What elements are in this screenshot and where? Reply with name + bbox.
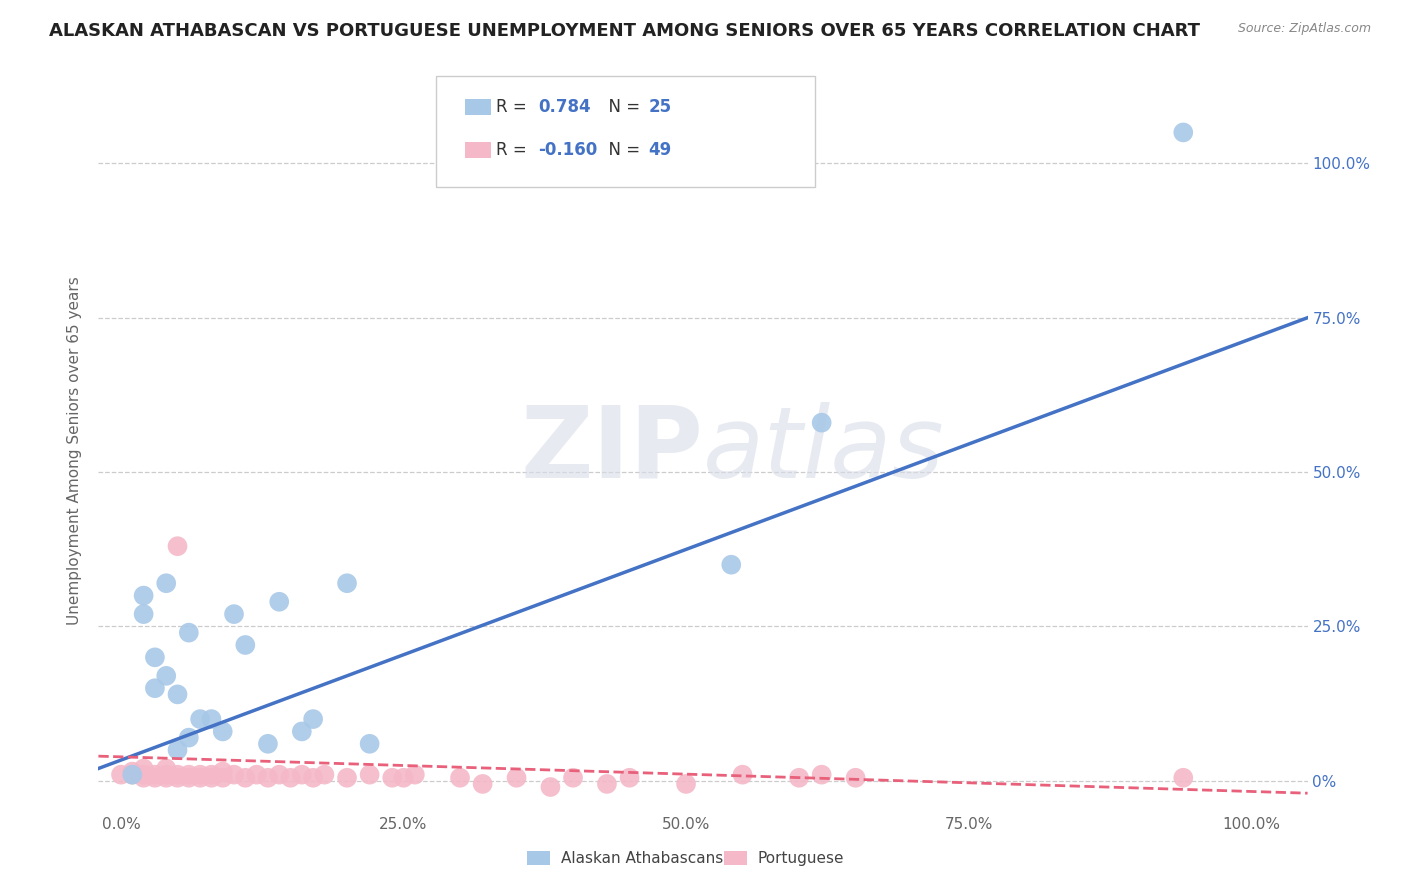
Point <box>177 731 200 745</box>
Text: N =: N = <box>598 141 645 159</box>
Text: atlas: atlas <box>703 402 945 499</box>
Point <box>166 767 188 781</box>
Point <box>257 737 280 751</box>
Point <box>188 771 211 785</box>
Point <box>381 771 404 785</box>
Point <box>336 771 359 785</box>
Point <box>269 767 291 781</box>
Text: N =: N = <box>598 98 645 116</box>
Point <box>269 595 291 609</box>
Text: 49: 49 <box>648 141 672 159</box>
Text: Source: ZipAtlas.com: Source: ZipAtlas.com <box>1237 22 1371 36</box>
Point <box>132 767 155 781</box>
Point <box>177 771 200 785</box>
Point <box>675 777 697 791</box>
Point <box>222 607 245 621</box>
Point <box>538 780 561 794</box>
Point <box>121 764 143 779</box>
Point <box>810 416 832 430</box>
Point <box>143 650 166 665</box>
Point <box>211 724 233 739</box>
Text: -0.160: -0.160 <box>538 141 598 159</box>
Point <box>132 762 155 776</box>
Point <box>291 724 314 739</box>
Point <box>392 771 415 785</box>
Point <box>336 576 359 591</box>
Text: 0.784: 0.784 <box>538 98 591 116</box>
Point <box>619 771 641 785</box>
Point <box>596 777 619 791</box>
Point <box>155 771 177 785</box>
Point <box>143 771 166 785</box>
Point <box>1173 125 1195 139</box>
Point <box>200 712 222 726</box>
Point <box>731 767 754 781</box>
Point <box>314 767 336 781</box>
Point <box>211 764 233 779</box>
Point <box>143 681 166 696</box>
Point <box>257 771 280 785</box>
Point <box>562 771 585 785</box>
Point <box>177 625 200 640</box>
Point <box>449 771 471 785</box>
Point <box>155 576 177 591</box>
Point <box>222 767 245 781</box>
Point <box>121 767 143 781</box>
Point <box>291 767 314 781</box>
Point <box>505 771 527 785</box>
Point <box>233 771 256 785</box>
Y-axis label: Unemployment Among Seniors over 65 years: Unemployment Among Seniors over 65 years <box>67 277 83 624</box>
Point <box>132 607 155 621</box>
Point <box>188 712 211 726</box>
Text: ZIP: ZIP <box>520 402 703 499</box>
Point <box>155 767 177 781</box>
Point <box>1173 771 1195 785</box>
Point <box>233 638 256 652</box>
Point <box>200 767 222 781</box>
Point <box>246 767 269 781</box>
Point <box>188 767 211 781</box>
Point <box>302 712 325 726</box>
Point <box>166 687 188 701</box>
Point <box>166 771 188 785</box>
Point <box>177 767 200 781</box>
Point <box>110 767 132 781</box>
Point <box>166 539 188 553</box>
Point <box>280 771 302 785</box>
Point <box>787 771 810 785</box>
Point <box>359 767 381 781</box>
Point <box>121 767 143 781</box>
Text: R =: R = <box>496 98 533 116</box>
Point <box>132 589 155 603</box>
Point <box>302 771 325 785</box>
Text: ALASKAN ATHABASCAN VS PORTUGUESE UNEMPLOYMENT AMONG SENIORS OVER 65 YEARS CORREL: ALASKAN ATHABASCAN VS PORTUGUESE UNEMPLO… <box>49 22 1201 40</box>
Text: 25: 25 <box>648 98 671 116</box>
Point <box>155 762 177 776</box>
Point <box>720 558 742 572</box>
Text: Alaskan Athabascans: Alaskan Athabascans <box>561 851 723 865</box>
Point <box>166 743 188 757</box>
Point <box>404 767 426 781</box>
Point <box>845 771 868 785</box>
Point <box>143 767 166 781</box>
Point <box>211 771 233 785</box>
Point <box>359 737 381 751</box>
Text: R =: R = <box>496 141 533 159</box>
Point <box>471 777 494 791</box>
Point <box>200 771 222 785</box>
Point <box>132 771 155 785</box>
Point <box>810 767 832 781</box>
Text: Portuguese: Portuguese <box>758 851 845 865</box>
Point <box>155 669 177 683</box>
